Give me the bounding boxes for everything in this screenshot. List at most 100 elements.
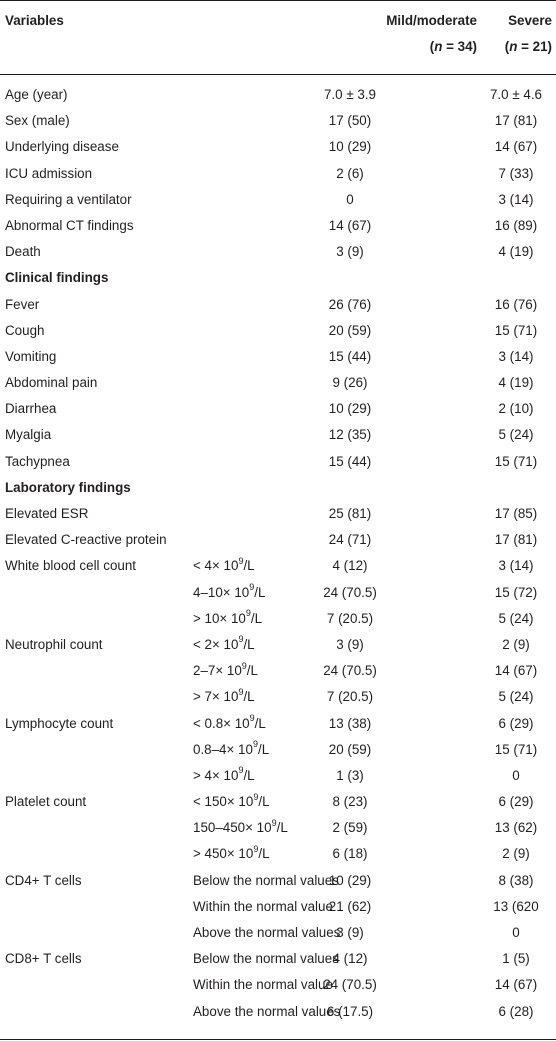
severe-cell: 7.0 ± 4.6	[489, 87, 543, 102]
table-row: Abnormal CT findings 14 (67) 16 (89)	[0, 213, 556, 239]
mild-moderate-cell: 13 (38)	[328, 715, 372, 731]
severe-cell: 3 (14)	[498, 191, 534, 207]
variable-cell: Lymphocyte count	[5, 715, 114, 731]
subcategory-cell: Below the normal values	[193, 951, 339, 967]
variable-cell: Age (year)	[5, 87, 68, 102]
mild-moderate-cell: 3 (9)	[336, 925, 364, 940]
mild-moderate-cell: 24 (70.5)	[323, 977, 377, 993]
subcategory-cell: 0.8–4× 109/L	[193, 739, 270, 757]
table-row: Diarrhea 10 (29) 2 (10)	[0, 396, 556, 422]
subcategory-cell: 4–10× 109/L	[193, 582, 266, 600]
severe-cell: 3 (14)	[498, 558, 534, 574]
table-row: Lymphocyte count < 0.8× 109/L 13 (38) 6 (29…	[0, 711, 556, 737]
table-row: Within the normal value 24 (70.5) 14 (67)	[0, 972, 556, 998]
severe-cell: 0	[512, 925, 520, 940]
severe-cell: 0	[512, 767, 520, 783]
table-row: Within the normal value 21 (62) 13 (620	[0, 894, 556, 920]
severe-cell: 17 (81)	[494, 532, 538, 548]
section-heading: Clinical findings	[5, 270, 109, 286]
mild-moderate-cell: 20 (59)	[328, 322, 372, 338]
variable-cell: Tachypnea	[5, 453, 70, 469]
severe-cell: 16 (89)	[494, 217, 538, 233]
section-heading: Laboratory findings	[5, 479, 131, 495]
table-row: 2–7× 109/L 24 (70.5) 14 (67)	[0, 658, 556, 684]
variable-cell: Death	[5, 244, 41, 260]
mild-moderate-cell: 12 (35)	[328, 427, 372, 443]
severe-cell: 5 (24)	[498, 427, 534, 443]
mild-moderate-cell: 1 (3)	[336, 767, 364, 783]
variable-cell: Neutrophil count	[5, 636, 103, 652]
mild-moderate-cell: 14 (67)	[328, 217, 372, 233]
table-row: Death 3 (9) 4 (19)	[0, 239, 556, 265]
table-row: Elevated C-reactive protein 24 (71) 17 (81…	[0, 527, 556, 553]
subcategory-cell: 150–450× 109/L	[193, 817, 288, 836]
header-mild-label: Mild/moderate	[386, 13, 477, 28]
mild-moderate-cell: 7 (20.5)	[326, 610, 374, 626]
variable-cell: Elevated C-reactive protein	[5, 532, 167, 548]
subcategory-cell: Within the normal value	[193, 898, 333, 914]
table-row: Above the normal values 3 (9) 0	[0, 920, 556, 946]
severe-cell: 2 (9)	[502, 846, 530, 862]
severe-cell: 15 (71)	[494, 741, 538, 757]
mild-moderate-cell: 24 (70.5)	[323, 584, 377, 600]
severe-cell: 5 (24)	[498, 610, 534, 626]
subcategory-cell: > 7× 109/L	[193, 686, 255, 705]
table-row: Sex (male) 17 (50) 17 (81)	[0, 108, 556, 134]
mild-moderate-cell: 24 (71)	[328, 532, 372, 548]
mild-moderate-cell: 10 (29)	[328, 139, 372, 155]
severe-cell: 13 (62)	[494, 820, 538, 836]
variable-cell: White blood cell count	[5, 558, 137, 574]
mild-moderate-cell: 24 (70.5)	[323, 663, 377, 679]
variable-cell: Diarrhea	[5, 401, 57, 417]
table-row: Elevated ESR 25 (81) 17 (85)	[0, 501, 556, 527]
mild-moderate-cell: 6 (17.5)	[326, 1003, 374, 1019]
subcategory-cell: < 2× 109/L	[193, 634, 255, 652]
severe-cell: 1 (5)	[502, 951, 530, 967]
table-row: 0.8–4× 109/L 20 (59) 15 (71)	[0, 737, 556, 763]
table-row: Neutrophil count < 2× 109/L 3 (9) 2 (9)	[0, 632, 556, 658]
variable-cell: Elevated ESR	[5, 506, 89, 521]
mild-moderate-cell: 7 (20.5)	[326, 689, 374, 705]
subcategory-cell: > 4× 109/L	[193, 765, 255, 783]
subcategory-cell: < 150× 109/L	[193, 791, 270, 810]
mild-moderate-cell: 15 (44)	[328, 453, 372, 469]
severe-cell: 14 (67)	[494, 977, 538, 993]
severe-cell: 4 (19)	[498, 244, 534, 260]
table-row: > 450× 109/L 6 (18) 2 (9)	[0, 841, 556, 867]
mild-moderate-cell: 2 (59)	[332, 820, 368, 836]
mild-moderate-cell: 10 (29)	[328, 872, 372, 888]
subcategory-cell: Above the normal values	[193, 925, 341, 940]
table-row: Underlying disease 10 (29) 14 (67)	[0, 134, 556, 160]
subcategory-cell: Above the normal values	[193, 1003, 341, 1019]
header-severe-n: (n = 21)	[504, 39, 552, 54]
variable-cell: Myalgia	[5, 427, 52, 443]
variable-cell: Cough	[5, 322, 45, 338]
table-row: > 7× 109/L 7 (20.5) 5 (24)	[0, 684, 556, 710]
severe-cell: 4 (19)	[498, 375, 534, 391]
table-row: Above the normal values 6 (17.5) 6 (28)	[0, 999, 556, 1025]
severe-cell: 2 (9)	[502, 636, 530, 652]
table-body: Age (year) 7.0 ± 3.9 7.0 ± 4.6 Sex (male) 17…	[0, 82, 556, 1025]
table-row: Platelet count < 150× 109/L 8 (23) 6 (29)	[0, 789, 556, 815]
variable-cell: Platelet count	[5, 794, 87, 810]
variable-cell: Abdominal pain	[5, 375, 98, 391]
variable-cell: ICU admission	[5, 165, 93, 181]
severe-cell: 5 (24)	[498, 689, 534, 705]
header-severe-label: Severe	[508, 13, 552, 28]
variable-cell: Fever	[5, 296, 40, 312]
severe-cell: 15 (71)	[494, 322, 538, 338]
mild-moderate-cell: 26 (76)	[328, 296, 372, 312]
header-severe: Severe (n = 21)	[505, 12, 552, 56]
severe-cell: 13 (620	[493, 898, 539, 914]
severe-cell: 15 (71)	[494, 453, 538, 469]
severe-cell: 14 (67)	[494, 663, 538, 679]
table-row: 4–10× 109/L 24 (70.5) 15 (72)	[0, 580, 556, 606]
subcategory-cell: > 10× 109/L	[193, 608, 263, 626]
table-row: Age (year) 7.0 ± 3.9 7.0 ± 4.6	[0, 82, 556, 108]
mild-moderate-cell: 10 (29)	[328, 401, 372, 417]
table-row: > 10× 109/L 7 (20.5) 5 (24)	[0, 606, 556, 632]
mild-moderate-cell: 9 (26)	[332, 375, 368, 391]
mild-moderate-cell: 15 (44)	[328, 348, 372, 364]
header-rule	[0, 74, 556, 75]
variable-cell: Underlying disease	[5, 139, 119, 155]
